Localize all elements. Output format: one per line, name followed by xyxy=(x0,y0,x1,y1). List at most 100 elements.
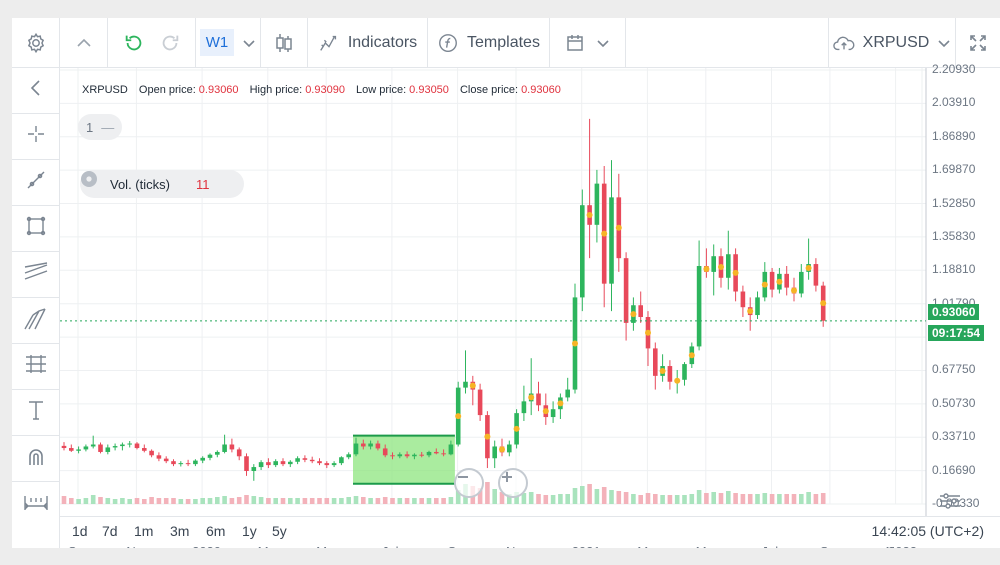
magnet-tool[interactable] xyxy=(12,436,60,482)
rectangle-tool[interactable] xyxy=(12,206,60,252)
chart-type-button[interactable] xyxy=(260,18,308,67)
signal-marker xyxy=(601,230,608,237)
price-tick-label: 0.33710 xyxy=(932,429,976,444)
volume-bar xyxy=(368,498,373,504)
volume-bar xyxy=(799,494,804,504)
volume-bar xyxy=(83,498,89,504)
price-tick-label: 2.20930 xyxy=(932,62,976,76)
templates-button[interactable]: Templates xyxy=(428,18,550,67)
volume-bar xyxy=(90,495,96,504)
indicators-button[interactable]: Indicators xyxy=(308,18,428,67)
zoom-in-button[interactable] xyxy=(498,468,528,498)
candle-body xyxy=(156,455,162,459)
candle-body xyxy=(361,443,366,447)
fibonacci-tool[interactable] xyxy=(12,344,60,390)
volume-bar xyxy=(631,494,636,504)
volume-bar xyxy=(149,497,154,504)
candle-body xyxy=(222,444,227,452)
pitchfork-tool[interactable] xyxy=(12,298,60,344)
candle-body xyxy=(799,271,804,294)
candle-body xyxy=(331,463,337,466)
candle-body xyxy=(266,462,271,466)
signal-marker xyxy=(776,278,783,285)
volume-bar xyxy=(127,499,132,504)
chevron-left-icon xyxy=(27,79,45,102)
function-icon xyxy=(437,32,459,54)
volume-bar xyxy=(302,498,308,504)
signal-marker xyxy=(455,413,462,420)
volume-bar xyxy=(762,493,768,504)
trend-line-tool[interactable] xyxy=(12,160,60,206)
range-1y[interactable]: 1y xyxy=(242,523,257,539)
range-1m[interactable]: 1m xyxy=(134,523,154,539)
range-1d[interactable]: 1d xyxy=(72,523,88,539)
collapse-toolbar-button[interactable] xyxy=(60,18,108,67)
volume-bar xyxy=(580,486,585,504)
text-tool[interactable] xyxy=(12,390,60,436)
time-tick-label: 2020 xyxy=(192,544,221,548)
text-icon xyxy=(26,399,46,426)
candle-body xyxy=(236,449,242,457)
volume-bar xyxy=(229,498,235,504)
candle-body xyxy=(412,454,417,457)
pane-number: 1 xyxy=(86,119,94,135)
volume-bar xyxy=(236,497,242,504)
time-tick-label: Nov xyxy=(506,544,529,548)
toolbar-spacer xyxy=(626,18,828,67)
candle-body xyxy=(302,458,308,460)
candle-body xyxy=(127,443,132,445)
settings-button[interactable] xyxy=(12,18,60,67)
range-6m[interactable]: 6m xyxy=(206,523,226,539)
low-label: Low price: xyxy=(356,84,407,96)
crosshair-tool[interactable] xyxy=(12,114,60,160)
volume-bar xyxy=(667,495,673,504)
pane-badge[interactable]: 1 — xyxy=(78,114,122,140)
time-tick-label: Jul xyxy=(382,544,399,548)
open-value: 0.93060 xyxy=(198,84,239,96)
candle-body xyxy=(280,461,286,465)
price-tick-label: 1.52850 xyxy=(932,195,976,210)
price-chart[interactable] xyxy=(60,68,1000,516)
ruler-tool[interactable] xyxy=(12,482,60,528)
volume-bar xyxy=(441,498,446,504)
time-tick-label: Sep xyxy=(448,544,471,548)
time-tick-label: Jul xyxy=(762,544,779,548)
templates-label: Templates xyxy=(467,33,540,51)
range-3m[interactable]: 3m xyxy=(170,523,190,539)
volume-bar xyxy=(156,498,162,504)
volume-bar xyxy=(105,498,111,504)
range-7d[interactable]: 7d xyxy=(102,523,118,539)
volume-bar xyxy=(163,498,169,504)
undo-icon[interactable] xyxy=(123,32,145,54)
volume-bar xyxy=(426,498,432,504)
bottom-bar: 1d 7d 1m 3m 6m 1y 5y 14:42:05 (UTC+2) xyxy=(60,516,1000,548)
candle-body xyxy=(426,451,432,456)
signal-marker xyxy=(805,264,812,271)
volume-bar xyxy=(704,493,709,504)
volume-bar xyxy=(266,498,271,504)
signal-marker xyxy=(645,329,651,336)
collapse-sidebar-button[interactable] xyxy=(12,68,60,114)
volume-bar xyxy=(674,495,680,504)
volume-bar xyxy=(185,499,191,504)
volume-bar xyxy=(689,494,695,504)
channel-tool[interactable] xyxy=(12,252,60,298)
current-price-tag: 0.93060 xyxy=(928,304,980,320)
volume-indicator-pill[interactable]: Vol. (ticks) 11 xyxy=(80,170,244,198)
zoom-out-button[interactable] xyxy=(454,468,484,498)
volume-bar xyxy=(309,498,315,504)
symbol-selector[interactable]: XRPUSD xyxy=(828,18,956,67)
pane-collapse-dash[interactable]: — xyxy=(101,119,115,135)
history-controls xyxy=(108,18,196,67)
fullscreen-button[interactable] xyxy=(956,18,1000,67)
candle-body xyxy=(90,444,96,447)
volume-bar xyxy=(193,499,198,504)
chart-area[interactable]: 1 — Vol. (ticks) 11 2.20930 2.03910 1.8689… xyxy=(60,62,1000,548)
timeframe-selector[interactable]: W1 xyxy=(196,18,260,67)
range-5y[interactable]: 5y xyxy=(272,523,287,539)
candle-body xyxy=(382,448,388,456)
candle-body xyxy=(105,447,111,452)
date-range-button[interactable] xyxy=(550,18,626,67)
redo-icon[interactable] xyxy=(159,32,181,54)
signal-marker xyxy=(761,281,768,288)
